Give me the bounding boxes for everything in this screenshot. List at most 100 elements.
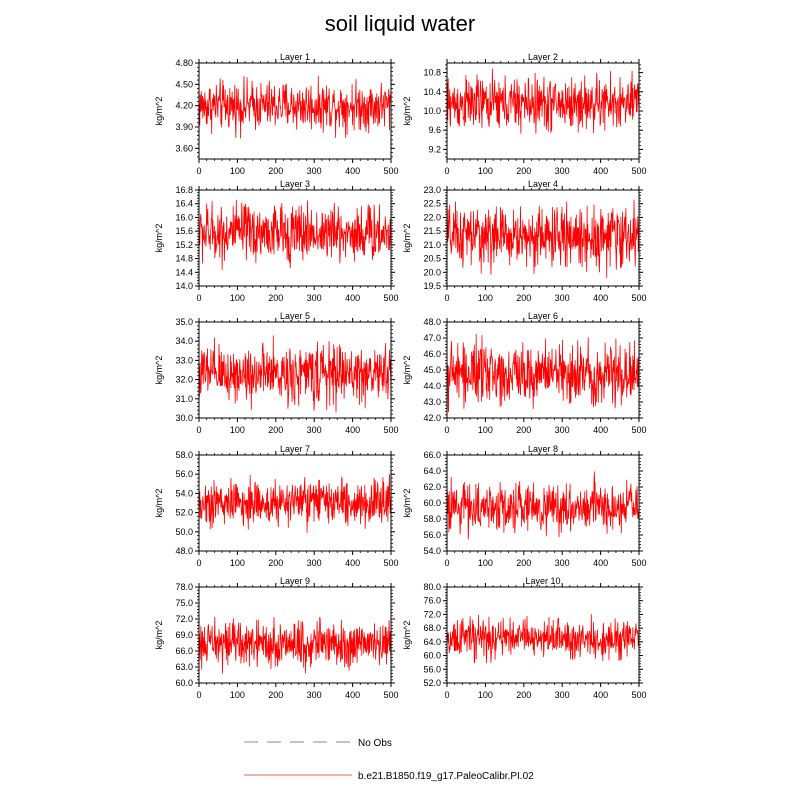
panel-layer-8: Layer 8 kg/m^2 0 100 200 300 400 500 54.0 56.0 58.… (402, 444, 647, 568)
plot-frame (198, 321, 392, 419)
panel-title: Layer 7 (280, 444, 310, 454)
y-tick-label: 14.4 (175, 267, 193, 277)
y-tick-label: 4.20 (175, 101, 193, 111)
x-tick-label: 500 (383, 293, 398, 303)
x-tick-label: 500 (631, 293, 646, 303)
y-tick-label: 56.0 (175, 469, 193, 479)
x-tick-label: 0 (196, 166, 201, 176)
y-tick-label: 16.4 (175, 199, 193, 209)
x-tick-label: 0 (444, 558, 449, 568)
panel-title: Layer 8 (528, 444, 558, 454)
x-tick-label: 200 (516, 690, 531, 700)
panel-layer-4: Layer 4 kg/m^2 0 100 200 300 400 500 19.5 20.0 20.… (402, 179, 647, 303)
y-tick-label: 9.2 (428, 144, 441, 154)
y-tick-label: 58.0 (423, 514, 441, 524)
panel-title: Layer 1 (280, 52, 310, 62)
x-tick-label: 300 (555, 425, 570, 435)
y-axis-label: kg/m^2 (402, 356, 412, 385)
panel-title: Layer 6 (528, 311, 558, 321)
y-tick-label: 31.0 (175, 394, 193, 404)
y-tick-label: 3.60 (175, 143, 193, 153)
x-tick-label: 300 (555, 166, 570, 176)
x-tick-label: 400 (593, 558, 608, 568)
x-tick-label: 0 (196, 690, 201, 700)
x-tick-label: 100 (230, 690, 245, 700)
y-tick-label: 22.0 (423, 212, 441, 222)
legend-label-model-run: b.e21.B1850.f19_g17.PaleoCalibr.PI.02 (358, 771, 534, 782)
series-line (446, 68, 640, 134)
y-tick-label: 60.0 (423, 651, 441, 661)
y-tick-label: 23.0 (423, 185, 441, 195)
y-axis-label: kg/m^2 (154, 224, 164, 253)
figure-title: soil liquid water (325, 11, 475, 36)
y-tick-label: 56.0 (423, 530, 441, 540)
plot-frame (198, 62, 392, 160)
x-tick-label: 500 (631, 425, 646, 435)
y-axis-label: kg/m^2 (154, 97, 164, 126)
panel-title: Layer 3 (280, 179, 310, 189)
y-tick-label: 54.0 (175, 488, 193, 498)
x-tick-label: 200 (268, 293, 283, 303)
x-tick-label: 300 (307, 425, 322, 435)
y-tick-label: 4.50 (175, 79, 193, 89)
y-tick-label: 62.0 (423, 482, 441, 492)
y-axis-label: kg/m^2 (402, 489, 412, 518)
y-tick-label: 63.0 (175, 662, 193, 672)
legend-label-no-obs: No Obs (358, 738, 392, 749)
y-tick-label: 64.0 (423, 637, 441, 647)
x-tick-label: 200 (268, 690, 283, 700)
y-tick-label: 21.5 (423, 226, 441, 236)
x-tick-label: 200 (516, 293, 531, 303)
x-tick-label: 200 (516, 558, 531, 568)
x-tick-label: 500 (631, 558, 646, 568)
x-tick-label: 0 (444, 690, 449, 700)
x-tick-label: 400 (593, 425, 608, 435)
panel-layer-2: Layer 2 kg/m^2 0 100 200 300 400 500 9.2 9.6 10.0 1… (402, 52, 647, 176)
x-tick-label: 200 (516, 425, 531, 435)
panel-title: Layer 2 (528, 52, 558, 62)
panel-layer-5: Layer 5 kg/m^2 0 100 200 300 400 500 30.0 31.0 32.… (154, 311, 399, 435)
x-tick-label: 300 (555, 293, 570, 303)
y-tick-label: 10.0 (423, 106, 441, 116)
y-tick-label: 54.0 (423, 546, 441, 556)
y-tick-label: 66.0 (175, 646, 193, 656)
panel-title: Layer 10 (525, 576, 560, 586)
y-tick-label: 32.0 (175, 375, 193, 385)
y-tick-label: 75.0 (175, 598, 193, 608)
x-tick-label: 400 (593, 293, 608, 303)
panel-layer-9: Layer 9 kg/m^2 0 100 200 300 400 500 60.0 63.0 66.… (154, 576, 399, 700)
x-tick-label: 100 (230, 425, 245, 435)
series-line (446, 199, 640, 278)
x-tick-label: 400 (593, 166, 608, 176)
legend: No Obs b.e21.B1850.f19_g17.PaleoCalibr.P… (244, 738, 534, 782)
x-tick-label: 500 (631, 166, 646, 176)
panels: Layer 1 kg/m^2 0 100 200 300 400 500 3.60 3.90 4.2… (154, 52, 647, 700)
x-tick-label: 300 (555, 690, 570, 700)
panel-layer-3: Layer 3 kg/m^2 0 100 200 300 400 500 14.0 14.4 14.… (154, 179, 399, 303)
y-tick-label: 58.0 (175, 450, 193, 460)
y-tick-label: 50.0 (175, 527, 193, 537)
y-tick-label: 47.0 (423, 333, 441, 343)
y-tick-label: 80.0 (423, 582, 441, 592)
y-tick-label: 66.0 (423, 450, 441, 460)
y-tick-label: 69.0 (175, 630, 193, 640)
x-tick-label: 500 (631, 690, 646, 700)
x-tick-label: 400 (345, 690, 360, 700)
y-tick-label: 76.0 (423, 596, 441, 606)
panel-layer-7: Layer 7 kg/m^2 0 100 200 300 400 500 48.0 50.0 52.… (154, 444, 399, 568)
x-tick-label: 0 (196, 425, 201, 435)
panel-title: Layer 5 (280, 311, 310, 321)
x-tick-label: 300 (307, 558, 322, 568)
y-axis-label: kg/m^2 (402, 621, 412, 650)
y-tick-label: 16.0 (175, 212, 193, 222)
y-tick-label: 72.0 (423, 609, 441, 619)
x-tick-label: 0 (444, 293, 449, 303)
x-tick-label: 300 (307, 293, 322, 303)
series-line (198, 199, 392, 270)
x-tick-label: 100 (478, 425, 493, 435)
y-tick-label: 20.0 (423, 267, 441, 277)
y-tick-label: 15.6 (175, 226, 193, 236)
x-tick-label: 500 (383, 558, 398, 568)
x-tick-label: 500 (383, 166, 398, 176)
y-tick-label: 30.0 (175, 413, 193, 423)
